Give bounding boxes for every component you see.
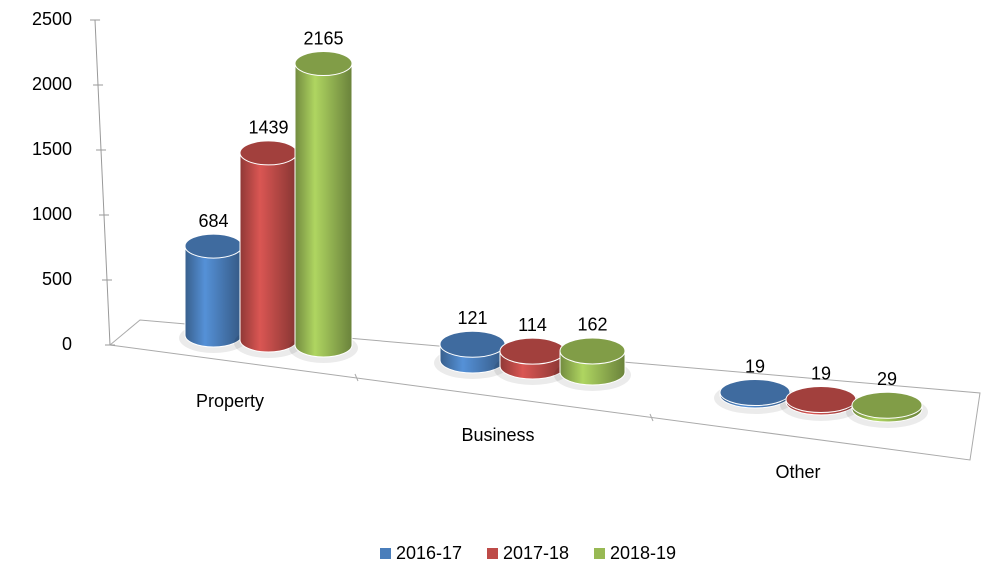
legend-swatch: [380, 548, 391, 559]
legend-label: 2017-18: [503, 543, 569, 563]
y-axis: [94, 19, 111, 346]
bar-top: [184, 233, 243, 259]
bar-top: [719, 379, 791, 407]
data-label: 1439: [248, 118, 288, 138]
legend-swatch: [487, 548, 498, 559]
bar-top: [294, 51, 353, 77]
data-label: 29: [877, 369, 897, 389]
category-divider: [649, 413, 654, 422]
data-label: 684: [198, 211, 228, 231]
data-label: 121: [457, 308, 487, 328]
data-label: 162: [577, 315, 607, 335]
bar: [239, 152, 298, 353]
floor: [108, 319, 981, 461]
legend-label: 2018-19: [610, 543, 676, 563]
x-tick-label: Business: [461, 425, 534, 445]
bar-top: [499, 337, 566, 365]
y-tick-label: 2000: [32, 74, 72, 94]
bar: [184, 245, 243, 348]
y-tick-label: 1000: [32, 204, 72, 224]
y-tick-label: 2500: [32, 9, 72, 29]
y-tick-label: 1500: [32, 139, 72, 159]
x-tick-label: Property: [196, 391, 264, 411]
bar-top: [851, 391, 923, 419]
bar-top: [439, 330, 506, 358]
category-divider: [354, 373, 359, 382]
y-tick-label: 500: [42, 269, 72, 289]
data-label: 2165: [303, 28, 343, 48]
y-tick-label: 0: [62, 334, 72, 354]
legend-swatch: [594, 548, 605, 559]
data-label: 114: [518, 315, 547, 335]
x-tick-label: Other: [775, 462, 820, 482]
bar-top: [239, 140, 298, 166]
bar-top: [785, 386, 857, 414]
bar: [294, 63, 353, 358]
legend-label: 2016-17: [396, 543, 462, 563]
data-label: 19: [811, 363, 831, 383]
bar-top: [559, 337, 626, 365]
data-label: 19: [745, 356, 765, 376]
